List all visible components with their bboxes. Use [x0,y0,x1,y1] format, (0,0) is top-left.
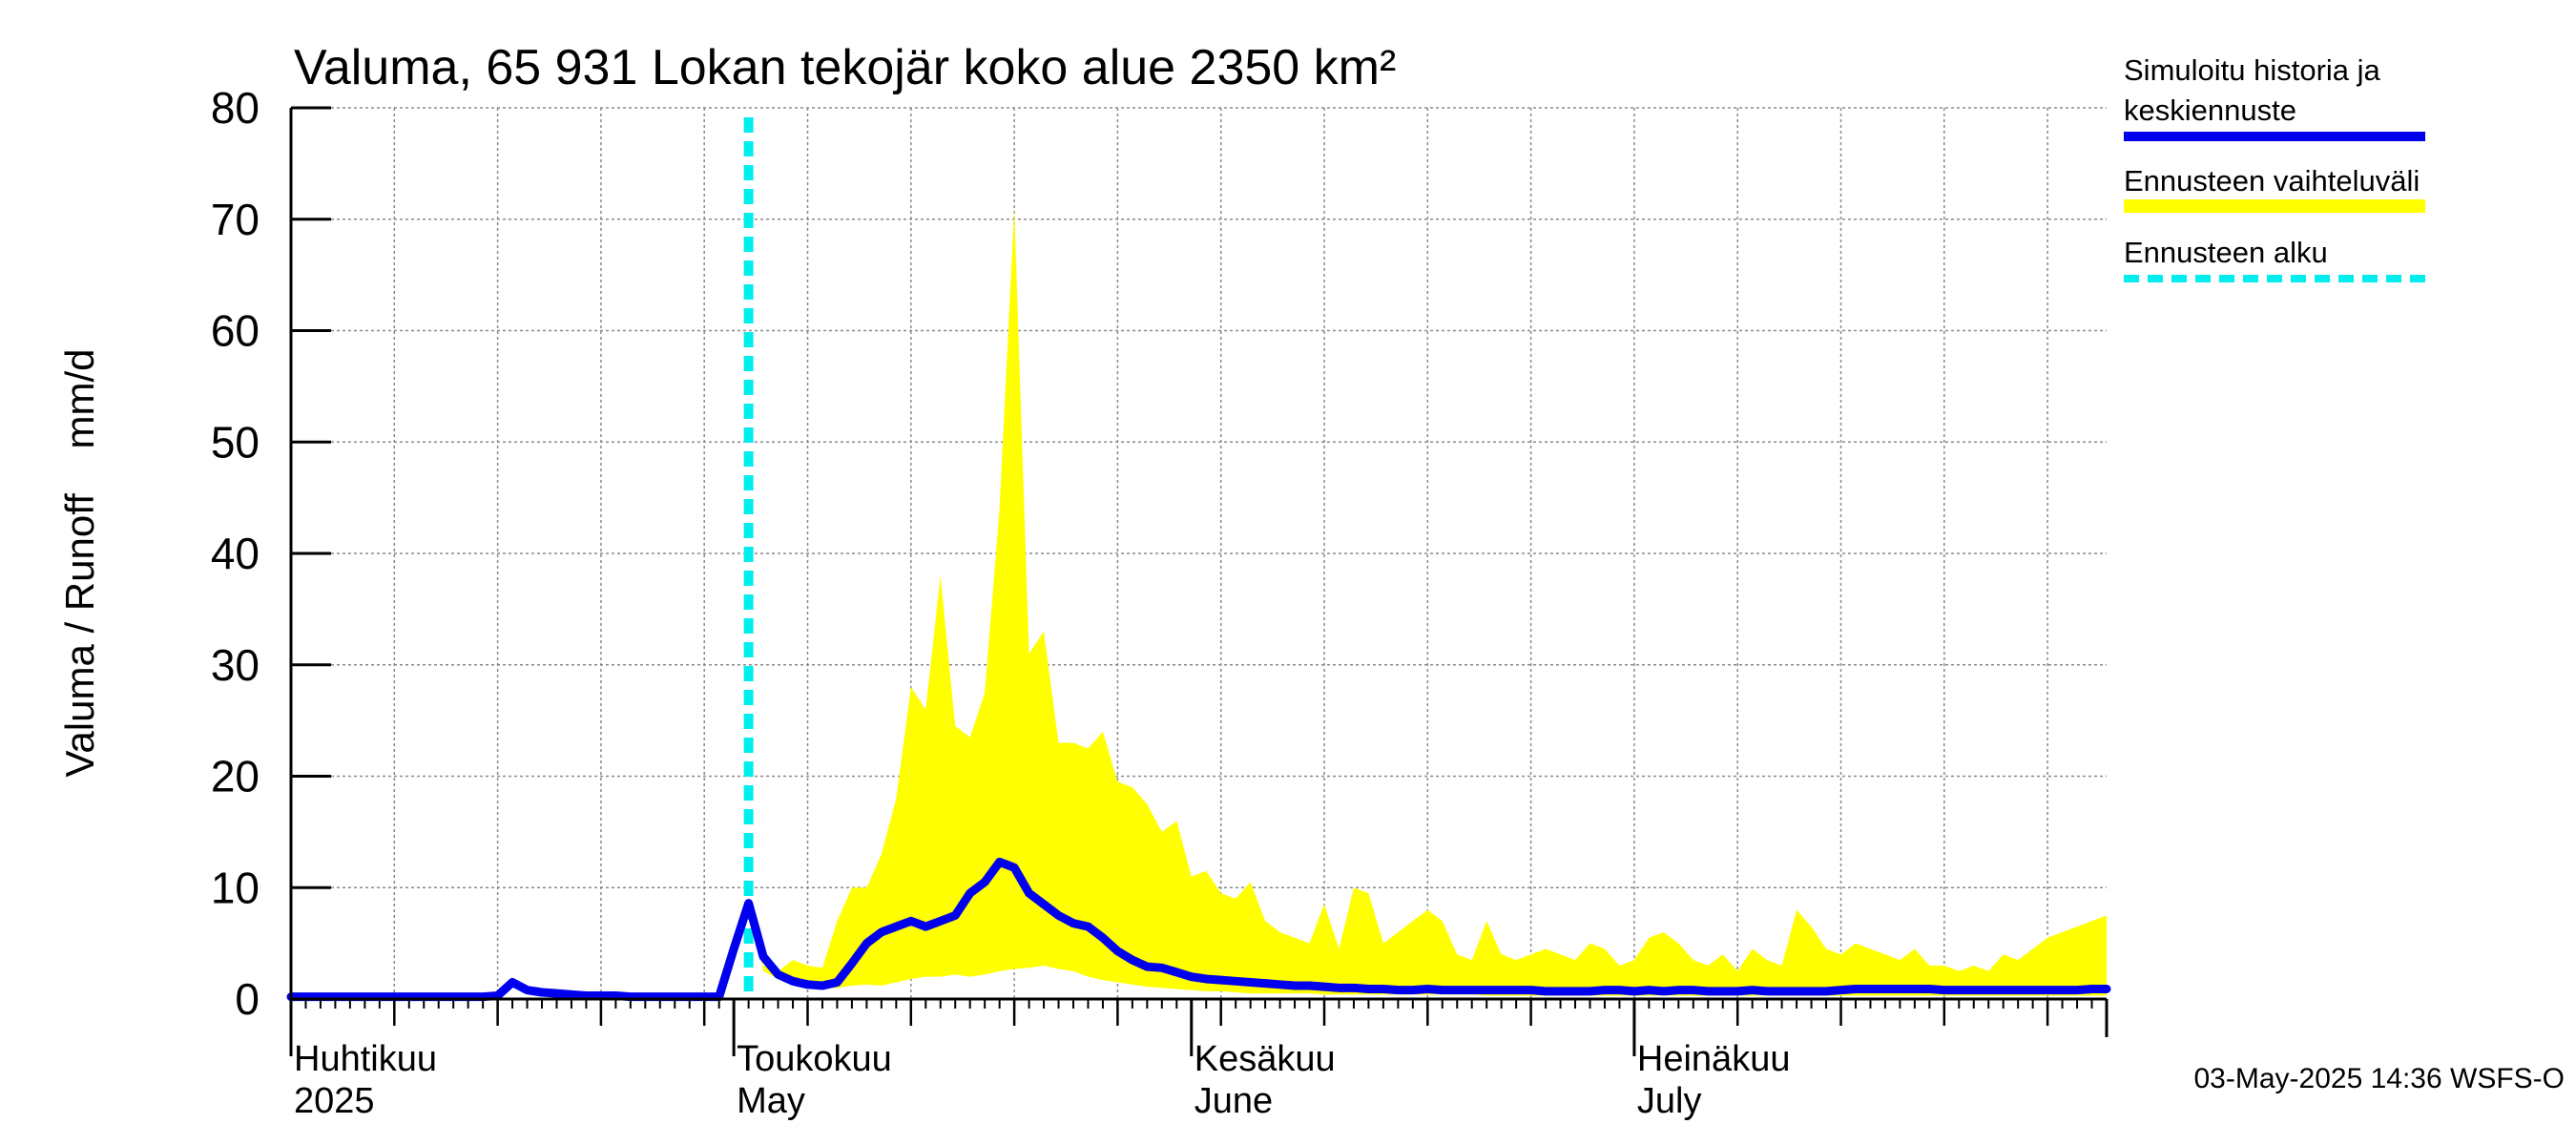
legend: Simuloitu historia ja keskiennuste Ennus… [2124,53,2425,282]
y-axis-label: Valuma / Runoff mm/d [57,349,102,778]
x-month-label: Kesäkuu [1195,1039,1336,1079]
forecast-range-area [748,208,2107,996]
y-tick-label: 50 [211,417,260,467]
legend-label-forecast-start: Ennusteen alku [2124,236,2328,269]
y-tick-labels: 0 10 20 30 40 50 60 70 80 [211,83,260,1024]
y-tick-label: 10 [211,863,260,912]
x-month-sublabel: 2025 [294,1081,375,1121]
x-month-label: Heinäkuu [1637,1039,1791,1079]
chart-title: Valuma, 65 931 Lokan tekojär koko alue 2… [294,40,1396,95]
y-tick-label: 60 [211,306,260,356]
y-tick-label: 20 [211,752,260,802]
forecast-range-band [748,208,2107,996]
legend-label-simulated-line1: Simuloitu historia ja [2124,53,2381,87]
simulated-runoff-line [286,857,2111,1002]
simulated-runoff-path [286,857,2111,1002]
legend-label-simulated-line2: keskiennuste [2124,94,2296,127]
axes [289,106,2109,1056]
y-tick-label: 70 [211,195,260,244]
legend-label-range: Ennusteen vaihteluväli [2124,164,2420,198]
x-month-label: Toukokuu [737,1039,892,1079]
footer-timestamp: 03-May-2025 14:36 WSFS-O [2194,1063,2566,1094]
x-month-sublabel: May [737,1081,805,1121]
y-tick-label: 30 [211,640,260,690]
x-month-label: Huhtikuu [294,1039,437,1079]
y-tick-label: 0 [235,974,260,1024]
grid [291,107,2107,999]
x-month-sublabel: June [1195,1081,1273,1121]
y-tick-label: 40 [211,529,260,578]
x-month-sublabel: July [1637,1081,1702,1121]
y-tick-label: 80 [211,83,260,133]
